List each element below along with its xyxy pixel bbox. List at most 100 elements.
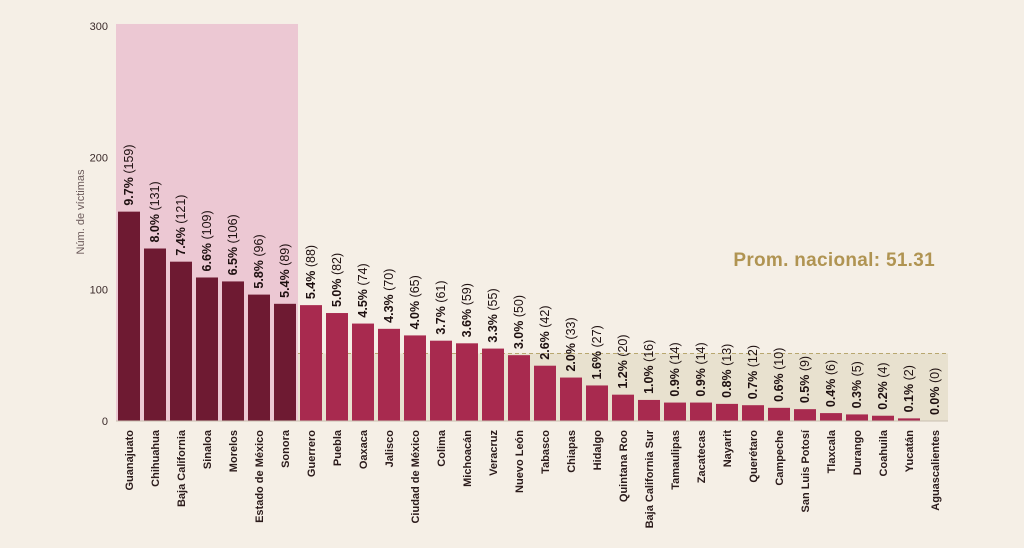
data-label: 0.1% (2): [902, 365, 916, 412]
x-tick-label: Colima: [436, 429, 448, 467]
bar: [144, 248, 166, 421]
data-label: 2.0% (33): [564, 317, 578, 371]
bar: [508, 355, 530, 421]
data-label: 1.0% (16): [642, 340, 656, 394]
data-label: 3.7% (61): [434, 280, 448, 334]
bar: [222, 281, 244, 421]
x-tick-label: Ciudad de México: [410, 430, 422, 524]
data-label: 6.6% (109): [200, 210, 214, 271]
data-label-count: (42): [538, 305, 552, 327]
bar: [430, 340, 452, 421]
data-label-count: (6): [824, 360, 838, 375]
data-label-percent: 6.5%: [226, 243, 240, 275]
data-label-percent: 3.0%: [512, 317, 526, 349]
data-label-count: (5): [850, 361, 864, 376]
data-label: 9.7% (159): [122, 144, 136, 205]
bar: [846, 414, 868, 421]
bar: [612, 394, 634, 421]
data-label: 8.0% (131): [148, 181, 162, 242]
bar: [534, 365, 556, 421]
data-label-count: (74): [356, 263, 370, 285]
bar: [716, 403, 738, 421]
data-label: 0.2% (4): [876, 362, 890, 409]
average-annotation: Prom. nacional: 51.31: [733, 250, 935, 271]
bar: [742, 405, 764, 421]
x-tick-label: Guerrero: [306, 430, 318, 477]
bar: [638, 399, 660, 421]
data-label-percent: 0.9%: [694, 365, 708, 397]
bar: [326, 313, 348, 421]
x-tick-label: Oaxaca: [358, 429, 370, 469]
data-label: 0.8% (13): [720, 344, 734, 398]
data-label-percent: 5.8%: [252, 257, 266, 289]
bar: [664, 402, 686, 421]
y-tick-label: 200: [90, 153, 108, 165]
data-label-percent: 0.9%: [668, 365, 682, 397]
y-tick-label: 300: [90, 21, 108, 33]
data-label-count: (13): [720, 344, 734, 366]
x-tick-label: Campeche: [774, 430, 786, 486]
data-label-percent: 1.0%: [642, 362, 656, 394]
x-tick-label: Sinaloa: [202, 429, 214, 469]
data-label: 1.6% (27): [590, 325, 604, 379]
data-label-count: (20): [616, 334, 630, 356]
x-tick-label: Baja California: [176, 429, 188, 507]
x-tick-label: Estado de México: [254, 430, 266, 523]
x-tick-label: San Luis Potosí: [800, 429, 812, 512]
x-tick-label: Morelos: [228, 430, 240, 472]
data-label: 3.6% (59): [460, 283, 474, 337]
data-label: 0.6% (10): [772, 348, 786, 402]
bar: [586, 385, 608, 421]
x-tick-label: Yucatán: [904, 430, 916, 472]
x-tick-label: Nuevo León: [514, 430, 526, 493]
data-label: 0.9% (14): [694, 342, 708, 396]
data-label: 5.0% (82): [330, 253, 344, 307]
data-label-percent: 0.6%: [772, 370, 786, 402]
data-label: 7.4% (121): [174, 195, 188, 256]
data-label-count: (61): [434, 280, 448, 302]
bar: [378, 328, 400, 421]
data-label-percent: 2.6%: [538, 328, 552, 360]
data-label-percent: 0.2%: [876, 378, 890, 410]
data-label-count: (65): [408, 275, 422, 297]
data-label-count: (131): [148, 181, 162, 210]
data-label-count: (88): [304, 245, 318, 267]
data-label-count: (159): [122, 144, 136, 173]
data-label: 5.8% (96): [252, 234, 266, 288]
data-label-percent: 0.1%: [902, 380, 916, 412]
data-label-count: (12): [746, 345, 760, 367]
x-tick-label: Sonora: [280, 429, 292, 468]
y-axis-label: Núm. de víctimas: [75, 169, 87, 254]
data-label-percent: 1.2%: [616, 357, 630, 389]
data-label: 5.4% (89): [278, 244, 292, 298]
data-label-count: (106): [226, 214, 240, 243]
data-label: 0.3% (5): [850, 361, 864, 408]
data-label-count: (121): [174, 195, 188, 224]
x-tick-label: Puebla: [332, 429, 344, 466]
data-label-percent: 5.4%: [278, 266, 292, 298]
x-tick-label: Chiapas: [566, 430, 578, 473]
bar: [170, 261, 192, 421]
y-tick-label: 100: [90, 284, 108, 296]
data-label-percent: 5.0%: [330, 275, 344, 307]
x-tick-label: Tabasco: [540, 430, 552, 474]
data-label-count: (2): [902, 365, 916, 380]
data-label: 3.0% (50): [512, 295, 526, 349]
data-label-percent: 8.0%: [148, 211, 162, 243]
data-label-count: (10): [772, 348, 786, 370]
data-label-percent: 0.8%: [720, 366, 734, 398]
data-label-percent: 5.4%: [304, 267, 318, 299]
data-label-count: (27): [590, 325, 604, 347]
data-label-count: (96): [252, 234, 266, 256]
x-tick-label: Guanajuato: [124, 430, 136, 491]
bar: [794, 409, 816, 421]
bar: [404, 335, 426, 421]
data-label-percent: 4.5%: [356, 286, 370, 318]
x-tick-label: Jalisco: [384, 430, 396, 468]
data-label: 2.6% (42): [538, 305, 552, 359]
data-label-count: (14): [668, 342, 682, 364]
bar: [820, 413, 842, 421]
x-tick-label: Querétaro: [748, 430, 760, 483]
data-label-percent: 4.0%: [408, 297, 422, 329]
